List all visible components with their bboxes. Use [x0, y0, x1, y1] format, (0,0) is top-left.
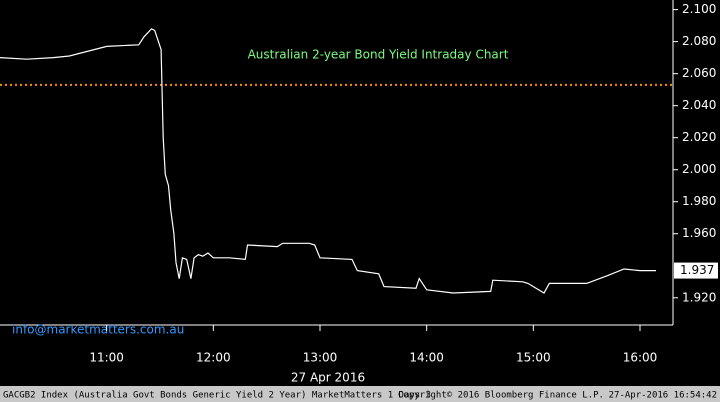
y-tick-label: 1.920	[682, 290, 716, 304]
last-value-label: 1.937	[680, 263, 714, 277]
y-tick-label: 2.020	[682, 130, 716, 144]
footer-right: 27-Apr-2016 16:54:42	[609, 391, 717, 401]
chart-title: Australian 2-year Bond Yield Intraday Ch…	[248, 48, 509, 62]
x-tick-label: 16:00	[623, 351, 658, 365]
x-axis-label: 27 Apr 2016	[291, 371, 365, 385]
y-tick-label: 2.060	[682, 66, 716, 80]
x-tick-label: 14:00	[409, 351, 444, 365]
y-tick-label: 1.960	[682, 226, 716, 240]
y-tick-label: 2.100	[682, 2, 716, 16]
y-tick-label: 2.040	[682, 98, 716, 112]
annotation: info@marketmatters.com.au	[12, 323, 184, 337]
x-tick-label: 12:00	[196, 351, 231, 365]
x-tick-label: 13:00	[303, 351, 338, 365]
footer-bar	[0, 386, 720, 402]
x-tick-label: 15:00	[516, 351, 551, 365]
footer-left: GACGB2 Index (Australia Govt Bonds Gener…	[3, 391, 431, 401]
y-tick-label: 1.980	[682, 194, 716, 208]
y-tick-label: 2.080	[682, 34, 716, 48]
price-line	[0, 28, 656, 294]
last-value-box	[674, 262, 718, 279]
x-tick-label: 11:00	[89, 351, 124, 365]
y-tick-label: 2.000	[682, 162, 716, 176]
footer-center: Copyright© 2016 Bloomberg Finance L.P.	[398, 391, 604, 401]
